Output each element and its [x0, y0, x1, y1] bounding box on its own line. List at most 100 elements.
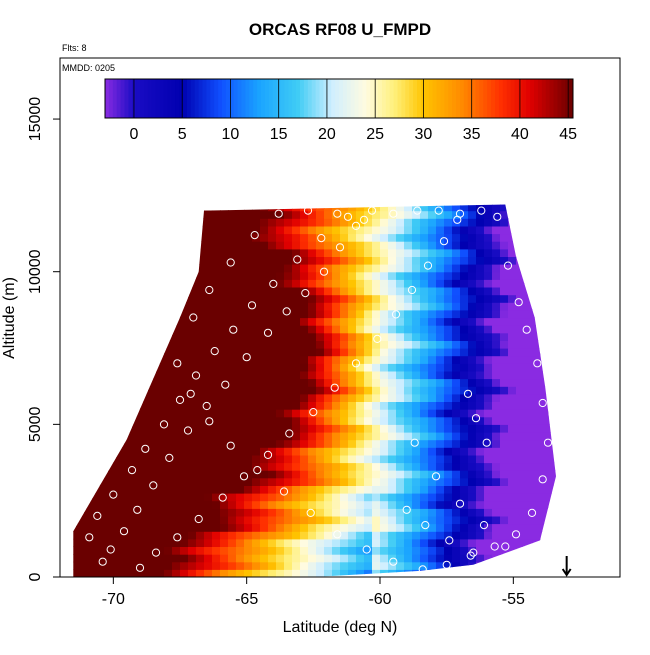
heatmap-cell	[524, 493, 533, 502]
heatmap-cell	[404, 340, 413, 349]
heatmap-cell	[348, 317, 357, 326]
heatmap-cell	[332, 370, 341, 380]
heatmap-cell	[228, 477, 237, 486]
colorbar-segment	[471, 79, 476, 118]
heatmap-cell	[340, 493, 349, 502]
heatmap-cell	[180, 432, 189, 441]
heatmap-cell	[252, 340, 261, 349]
colorbar-segment	[448, 79, 453, 118]
heatmap-cell	[316, 508, 325, 517]
heatmap-cell	[308, 248, 317, 257]
heatmap-cell	[532, 386, 541, 395]
heatmap-cell	[220, 393, 229, 402]
heatmap-cell	[132, 515, 141, 525]
heatmap-cell	[332, 386, 341, 395]
heatmap-cell	[372, 287, 381, 296]
heatmap-cell	[244, 287, 253, 296]
heatmap-cell	[228, 241, 237, 250]
heatmap-cell	[372, 561, 381, 570]
heatmap-cell	[492, 225, 501, 235]
heatmap-cell	[172, 401, 181, 410]
heatmap-cell	[212, 523, 221, 532]
heatmap-cell	[148, 493, 157, 502]
heatmap-cell	[332, 447, 341, 456]
heatmap-cell	[468, 515, 477, 525]
heatmap-cell	[460, 508, 469, 517]
heatmap-cell	[380, 332, 389, 341]
y-tick-label: 10000	[27, 249, 44, 294]
heatmap-cell	[524, 378, 533, 387]
colorbar-segment	[495, 79, 500, 118]
colorbar-segment	[541, 79, 547, 118]
heatmap-cell	[156, 569, 165, 577]
heatmap-cell	[276, 241, 285, 250]
heatmap-cell	[388, 508, 397, 517]
heatmap-cell	[188, 561, 197, 570]
heatmap-cell	[228, 470, 237, 479]
heatmap-cell	[164, 340, 173, 349]
heatmap-cell	[332, 264, 341, 273]
heatmap-cell	[420, 454, 429, 464]
heatmap-cell	[540, 386, 549, 395]
heatmap-cell	[532, 531, 541, 540]
heatmap-cell	[220, 294, 229, 303]
heatmap-cell	[620, 394, 629, 402]
heatmap-cell	[268, 264, 277, 273]
heatmap-cell	[140, 531, 149, 540]
heatmap-cell	[428, 248, 437, 257]
heatmap-cell	[172, 340, 181, 349]
heatmap-cell	[316, 248, 325, 257]
heatmap-cell	[468, 416, 477, 425]
heatmap-cell	[500, 485, 509, 494]
heatmap-cell	[436, 287, 445, 296]
heatmap-cell	[180, 370, 189, 380]
heatmap-cell	[204, 355, 213, 364]
heatmap-cell	[228, 264, 237, 273]
heatmap-cell	[404, 538, 413, 547]
heatmap-cell	[524, 340, 533, 349]
heatmap-cell	[284, 546, 293, 555]
heatmap-cell	[452, 409, 461, 418]
heatmap-cell	[236, 546, 245, 555]
heatmap-cell	[220, 309, 229, 319]
heatmap-cell	[404, 248, 413, 257]
heatmap-cell	[620, 211, 629, 219]
heatmap-cell	[252, 309, 261, 319]
sample-point	[351, 221, 361, 230]
heatmap-cell	[404, 363, 413, 372]
heatmap-cell	[388, 531, 397, 540]
heatmap-cell	[372, 515, 381, 525]
heatmap-cell	[124, 447, 133, 456]
heatmap-cell	[452, 204, 461, 212]
heatmap-cell	[396, 210, 405, 219]
heatmap-cell	[124, 470, 133, 479]
heatmap-cell	[388, 454, 397, 464]
colorbar-segment	[105, 79, 110, 118]
heatmap-cell	[500, 233, 509, 242]
heatmap-cell	[308, 569, 317, 577]
heatmap-cell	[228, 447, 237, 456]
heatmap-cell	[524, 309, 533, 319]
sample-point	[85, 533, 94, 542]
heatmap-cell	[284, 493, 293, 502]
heatmap-cell	[172, 370, 181, 380]
heatmap-cell	[252, 477, 261, 486]
heatmap-cell	[132, 424, 141, 433]
sample-point	[343, 212, 353, 221]
heatmap-cell	[308, 485, 317, 494]
heatmap-cell	[404, 279, 413, 288]
heatmap-cell	[188, 401, 197, 410]
heatmap-cell	[540, 515, 549, 525]
heatmap-cell	[140, 477, 149, 486]
heatmap-cell	[444, 393, 453, 402]
heatmap-cell	[300, 531, 309, 540]
heatmap-cell	[436, 546, 445, 555]
colorbar-segment	[124, 79, 129, 118]
heatmap-cell	[244, 355, 253, 364]
heatmap-cell	[548, 447, 557, 456]
heatmap-cell	[372, 241, 381, 250]
heatmap-cell	[284, 218, 293, 227]
heatmap-cell	[252, 515, 261, 525]
heatmap-cell	[476, 508, 485, 517]
heatmap-cell	[420, 348, 429, 357]
